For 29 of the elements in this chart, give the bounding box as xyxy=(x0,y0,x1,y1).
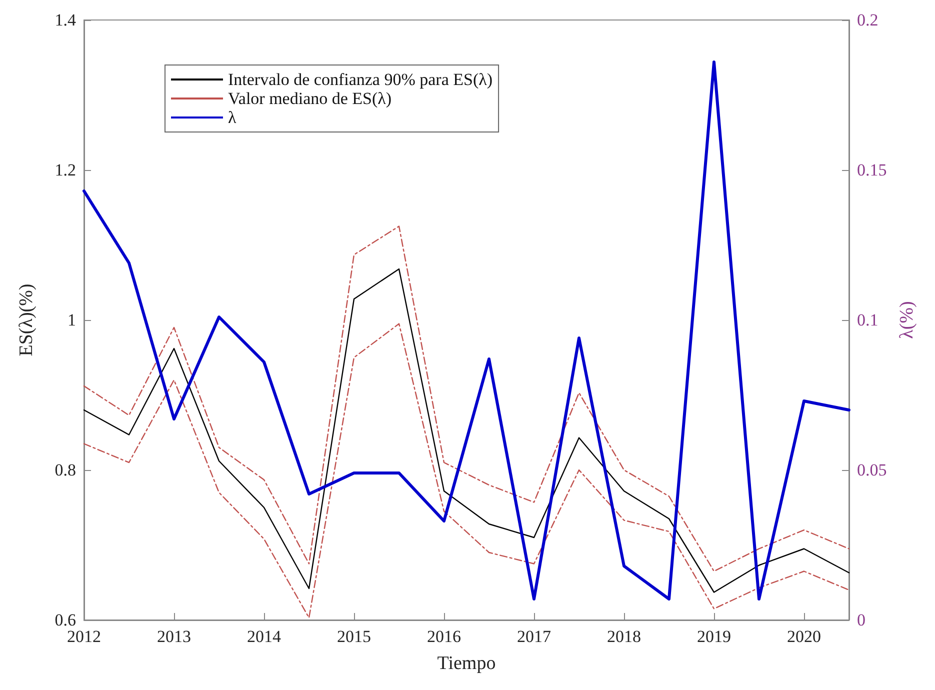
x-tick-label: 2020 xyxy=(787,627,821,646)
line-series xyxy=(83,226,850,572)
y-tick-label: 0.6 xyxy=(54,610,76,630)
y-tick-label: 1.4 xyxy=(54,10,76,30)
y2-axis-title: λ(%) xyxy=(896,301,918,339)
x-tick-label: 2019 xyxy=(697,627,731,646)
legend-label: λ xyxy=(228,108,237,127)
line-series xyxy=(83,268,850,593)
line-series xyxy=(82,60,850,600)
legend-label: Valor mediano de ES(λ) xyxy=(228,89,392,108)
x-tick-label: 2015 xyxy=(337,627,371,646)
x-tick-label: 2012 xyxy=(67,627,101,646)
x-tick-label: 2016 xyxy=(427,627,461,646)
y2-tick-label: 0.2 xyxy=(857,10,878,30)
x-tick-label: 2018 xyxy=(607,627,641,646)
x-tick-label: 2013 xyxy=(157,627,191,646)
y2-tick-label: 0.05 xyxy=(857,460,887,480)
x-axis-title: Tiempo xyxy=(437,653,496,674)
line-series xyxy=(83,323,850,618)
x-tick-label: 2014 xyxy=(247,627,282,646)
y-tick-label: 1 xyxy=(68,310,76,330)
x-tick-label: 2017 xyxy=(517,627,552,646)
y-tick-label: 1.2 xyxy=(54,160,76,180)
y-tick-label: 0.8 xyxy=(54,460,76,480)
y2-tick-label: 0.15 xyxy=(857,160,887,180)
y2-tick-label: 0.1 xyxy=(857,310,878,330)
legend-label: Intervalo de confianza 90% para ES(λ) xyxy=(228,70,493,89)
y-axis-title: ES(λ)(%) xyxy=(16,284,37,356)
y2-tick-label: 0 xyxy=(857,610,866,630)
